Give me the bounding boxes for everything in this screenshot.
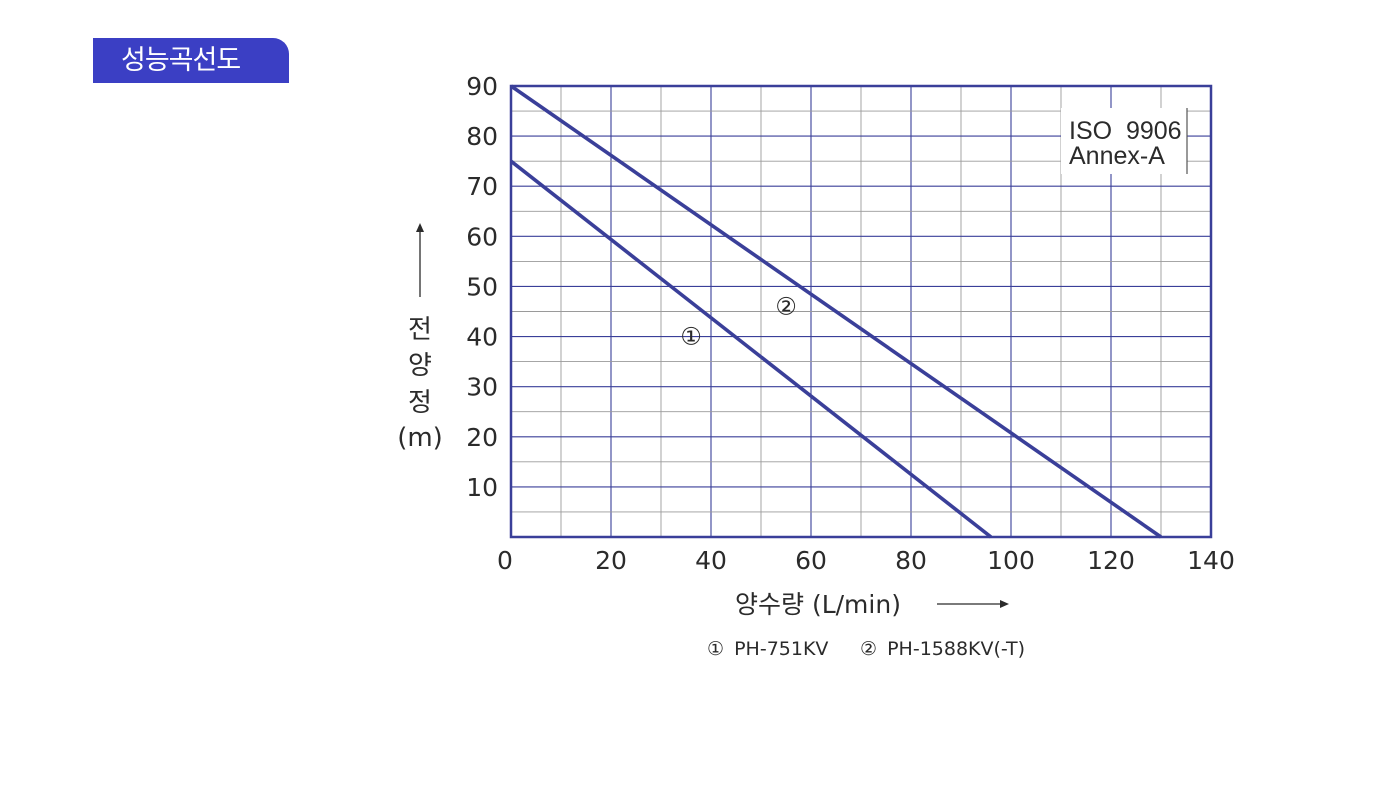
y-tick-labels: 10 20 30 40 50 60 70 80 90 bbox=[466, 72, 498, 502]
y-tick-label: 70 bbox=[466, 172, 498, 201]
chart-grid bbox=[511, 86, 1211, 537]
y-axis-label-line-2: 양 bbox=[408, 351, 432, 381]
series-marker-2: ② bbox=[775, 292, 797, 320]
legend-marker-1: ① bbox=[707, 638, 724, 660]
series-marker-1: ① bbox=[680, 323, 702, 351]
y-tick-label: 20 bbox=[466, 423, 498, 452]
y-axis-label: 전양정 (m) bbox=[397, 315, 443, 453]
legend-text-2: PH-1588KV(-T) bbox=[887, 638, 1025, 660]
x-tick-label: 140 bbox=[1187, 546, 1235, 575]
iso-annotation: ISO 9906 Annex-A bbox=[1061, 108, 1188, 174]
series-line-1 bbox=[509, 159, 993, 539]
x-axis-arrowhead bbox=[1000, 600, 1009, 608]
x-tick-label: 0 bbox=[497, 546, 513, 575]
plot-frame bbox=[509, 84, 1213, 539]
y-tick-label: 60 bbox=[466, 222, 498, 251]
y-tick-label: 10 bbox=[466, 473, 498, 502]
y-tick-label: 80 bbox=[466, 122, 498, 151]
x-tick-label: 100 bbox=[987, 546, 1035, 575]
y-axis-label-line-4: (m) bbox=[397, 423, 443, 453]
y-tick-label: 40 bbox=[466, 323, 498, 352]
y-tick-label: 90 bbox=[466, 72, 498, 101]
x-tick-label: 20 bbox=[595, 546, 627, 575]
iso-annotation-box bbox=[1061, 108, 1187, 174]
y-tick-label: 30 bbox=[466, 373, 498, 402]
legend-text-1: PH-751KV bbox=[734, 638, 828, 660]
x-tick-label: 120 bbox=[1087, 546, 1135, 575]
iso-annotation-line1: ISO 9906 bbox=[1069, 117, 1182, 145]
y-tick-label: 50 bbox=[466, 272, 498, 301]
series-layer: ①② bbox=[509, 84, 1163, 539]
y-axis-arrowhead bbox=[416, 223, 424, 232]
x-tick-label: 60 bbox=[795, 546, 827, 575]
legend-item-1: ① PH-751KV bbox=[707, 638, 828, 660]
x-tick-label: 40 bbox=[695, 546, 727, 575]
section-tag: 성능곡선도 bbox=[93, 38, 289, 83]
series-line-2 bbox=[509, 84, 1163, 539]
legend-marker-2: ② bbox=[860, 638, 877, 660]
iso-annotation-line2: Annex-A bbox=[1069, 142, 1165, 170]
legend-item-2: ② PH-1588KV(-T) bbox=[860, 638, 1025, 660]
y-axis-label-line-3: 정 bbox=[408, 388, 432, 418]
x-tick-labels: 0 20 40 60 80 100 120 140 bbox=[497, 546, 1235, 575]
y-axis-label-line-1: 전 bbox=[408, 315, 432, 345]
legend: ① PH-751KV ② PH-1588KV(-T) bbox=[707, 638, 1025, 660]
x-axis-label: 양수량 (L/min) bbox=[735, 590, 901, 619]
x-tick-label: 80 bbox=[895, 546, 927, 575]
